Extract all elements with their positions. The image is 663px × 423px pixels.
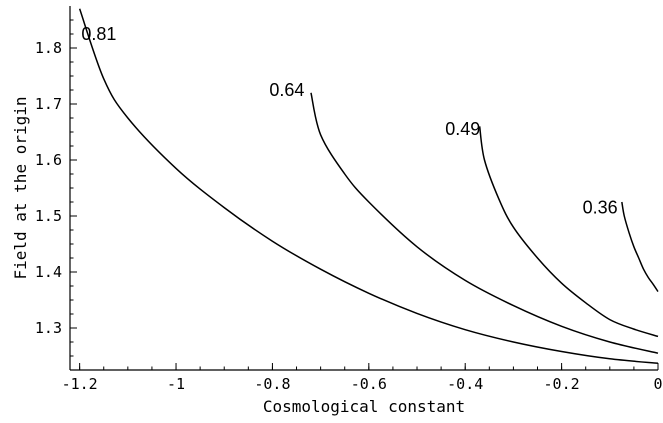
y-ticks: 1.3 1.4 1.5 1.6 1.7 1.8	[35, 19, 77, 357]
x-tick-label: -1	[167, 375, 185, 393]
axes	[69, 6, 658, 371]
y-tick-label: 1.6	[35, 151, 62, 169]
x-tick-label: -0.8	[254, 375, 290, 393]
curve-labels: 0.81 0.64 0.49 0.36	[81, 24, 617, 218]
series-line-0-64	[310, 92, 659, 354]
x-tick-label: 0	[653, 375, 662, 393]
y-tick-label: 1.8	[35, 39, 62, 57]
y-axis-title: Field at the origin	[11, 96, 30, 279]
y-tick-label: 1.3	[35, 319, 62, 337]
x-axis-title: Cosmological constant	[263, 397, 465, 416]
series-line-0-49	[478, 126, 659, 338]
series-line-0-36	[621, 201, 659, 293]
y-tick-label: 1.7	[35, 95, 62, 113]
curves	[78, 8, 659, 365]
y-tick-label: 1.5	[35, 207, 62, 225]
y-tick-label: 1.4	[35, 263, 62, 281]
x-ticks: -1.2 -1 -0.8 -0.6 -0.4 -0.2 0	[62, 363, 663, 393]
curve-label-0-64: 0.64	[269, 80, 304, 100]
series-line-0-81	[78, 8, 659, 365]
curve-label-0-81: 0.81	[81, 24, 116, 44]
x-tick-label: -0.6	[351, 375, 387, 393]
curve-label-0-49: 0.49	[445, 119, 480, 139]
x-tick-label: -0.4	[447, 375, 483, 393]
curve-label-0-36: 0.36	[583, 198, 618, 218]
x-tick-label: -0.2	[544, 375, 580, 393]
x-tick-label: -1.2	[62, 375, 98, 393]
